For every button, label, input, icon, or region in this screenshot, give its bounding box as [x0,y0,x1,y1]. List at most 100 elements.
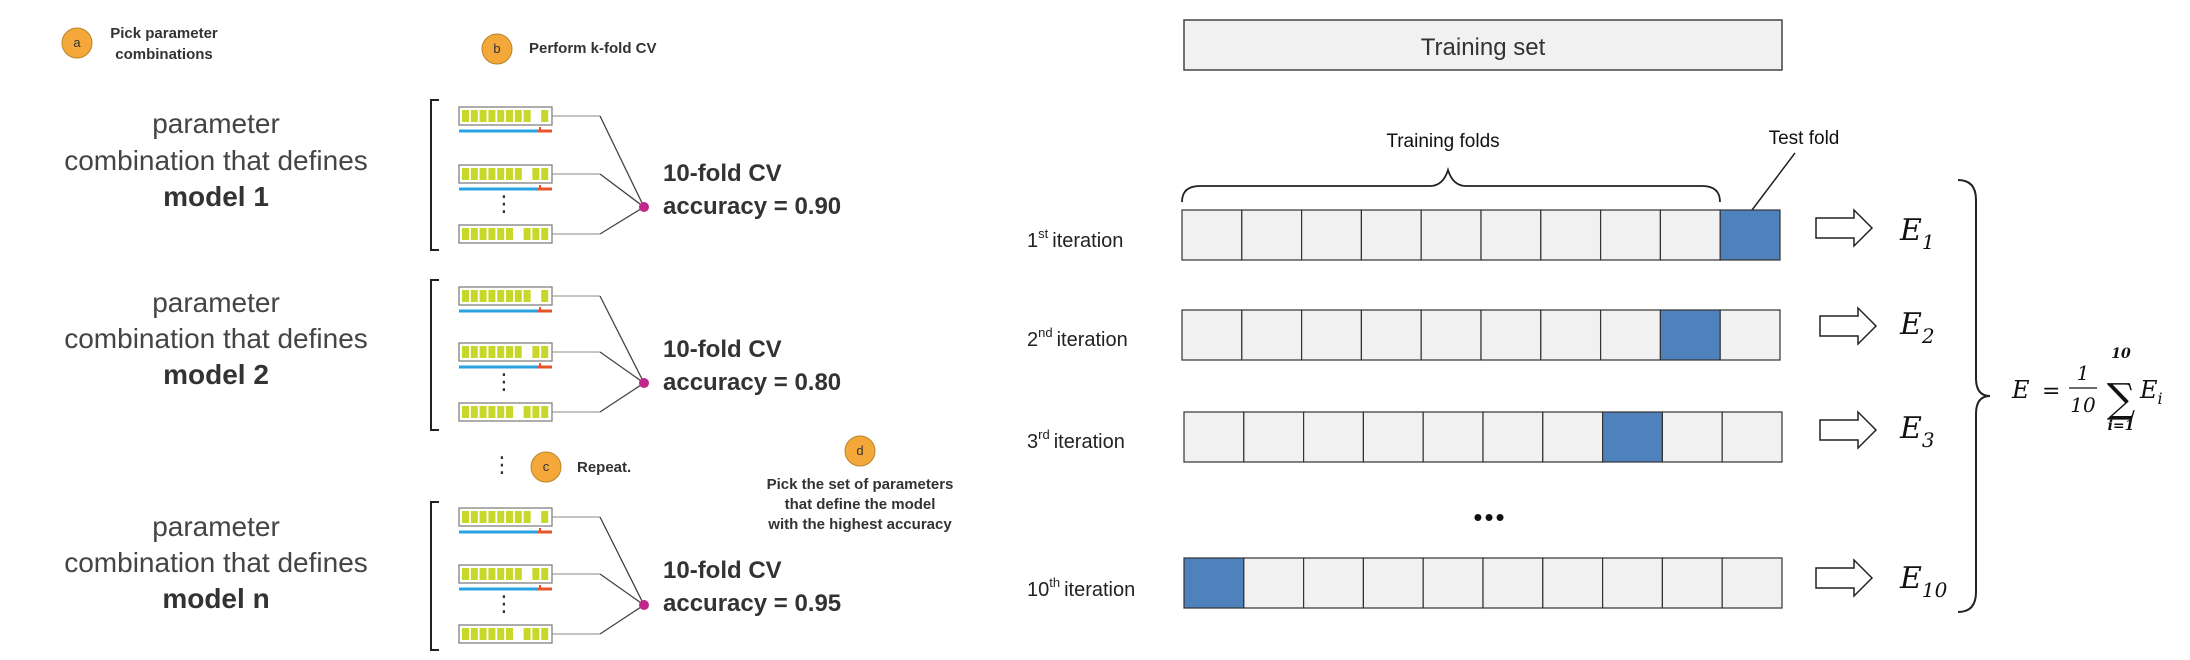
mini-fold-bar [458,342,645,384]
mini-train-segment [541,568,549,580]
mini-test-segment [523,346,531,358]
iteration-1-label: 1st iteration [1027,226,1123,252]
mini-test-segment [523,168,531,180]
mini-connector-diagonal [599,382,645,413]
training-folds-label: Training folds [1386,131,1499,152]
mini-train-segment [506,568,513,580]
mini-train-segment [470,346,478,358]
e-10-sub: 10 [1922,578,1948,602]
mini-train-segment [514,511,522,523]
mini-train-segment [470,110,478,122]
training-folds-annotation: Training folds Test fold [1181,128,1840,211]
formula-sum-bottom: i=1 [2108,418,2135,434]
step-a-letter: a [73,35,81,50]
step-a-label-line2: combinations [115,46,213,63]
mini-train-segment [541,110,549,122]
mini-connector-diagonal [599,351,645,384]
mini-train-segment [470,168,478,180]
mini-connector-diagonal [599,604,645,635]
e-3-letter: E [1899,411,1922,446]
training-fold-cell [1243,411,1305,463]
training-fold-cell [1181,209,1243,261]
e-2-sub: 2 [1921,324,1935,348]
model-n-name: model n [162,583,269,614]
mini-train-segment [506,168,513,180]
mini-merge-dot [639,600,649,610]
test-fold-pointer [1751,152,1796,211]
training-fold-cell [1241,309,1303,361]
arrow-2-icon [1819,306,1878,346]
mini-train-segment [479,568,487,580]
model-1-line1: parameter [152,108,280,139]
mini-fold-bar [458,604,645,644]
training-fold-cell [1243,557,1305,609]
formula-sigma: ∑ [2107,376,2136,422]
step-c-badge [530,451,562,483]
mini-train-segment [462,168,469,180]
mini-fold-bar [458,106,645,208]
mini-train-segment [462,406,469,418]
mini-fold-illustrations: ⋮ ⋮ ⋮ [430,99,649,651]
training-folds-brace [1181,166,1721,203]
mini-ellipsis: ⋮ [493,369,515,394]
mini-train-segment [470,228,478,240]
training-fold-cell [1540,309,1602,361]
step-c-label: Repeat. [577,459,631,476]
model-1-name: model 1 [163,181,269,212]
iteration-labels: 1st iteration 2nd iteration 3rd iteration 1… [1027,226,1135,601]
mini-test-segment [514,406,522,418]
mini-train-segment [462,511,469,523]
mini-train-segment [497,568,505,580]
mini-train-segment [523,406,531,418]
training-fold-cell [1422,557,1484,609]
mini-train-segment [462,228,469,240]
iteration-10-label: 10th iteration [1027,575,1135,601]
mini-train-segment [541,228,549,240]
mini-train-segment [523,228,531,240]
training-fold-cell [1420,209,1482,261]
mini-cv-group-2: ⋮ [430,279,649,431]
step-b: b Perform k-fold CV [481,33,657,65]
model-bracket [430,279,439,431]
mini-train-segment [488,110,496,122]
mini-train-segment [541,168,549,180]
fold-row-3 [1183,411,1783,463]
mini-test-segment [532,110,540,122]
mini-cv-group-1: ⋮ [430,99,649,251]
mini-train-segment [479,511,487,523]
mini-train-segment [497,346,505,358]
mini-fold-bar [458,164,645,208]
mini-train-segment [514,568,522,580]
mini-train-segment [541,406,549,418]
iteration-3-word: iteration [1054,431,1125,453]
test-fold-label: Test fold [1769,128,1840,149]
iterations-ellipsis: ••• [1473,502,1506,532]
training-set-label: Training set [1421,34,1546,61]
mini-train-segment [506,511,513,523]
mini-connector-diagonal [599,573,645,606]
step-c-ellipsis: ⋮ [491,452,513,477]
mini-train-segment [479,346,487,358]
mini-train-segment [541,511,549,523]
step-b-letter: b [493,41,500,56]
model-n-line1: parameter [152,511,280,542]
step-d-badge [844,435,876,467]
mini-train-segment [488,406,496,418]
training-fold-cell [1360,309,1422,361]
e-10-letter: E [1899,561,1922,596]
mini-train-segment [532,568,540,580]
mini-train-segment [497,228,505,240]
training-fold-cell [1302,411,1364,463]
training-fold-cell [1599,309,1661,361]
mini-test-segment [523,568,531,580]
iteration-2-sup: nd [1038,325,1052,340]
training-fold-cell [1362,411,1424,463]
step-d-letter: d [856,443,863,458]
training-fold-cell [1360,209,1422,261]
mini-train-segment [470,511,478,523]
mini-fold-bar [458,507,645,606]
average-error-formula: E = 1 10 10 ∑ i=1 Ei [2011,346,2163,434]
mini-train-segment [479,228,487,240]
training-fold-cell [1362,557,1424,609]
mini-test-segment [532,511,540,523]
